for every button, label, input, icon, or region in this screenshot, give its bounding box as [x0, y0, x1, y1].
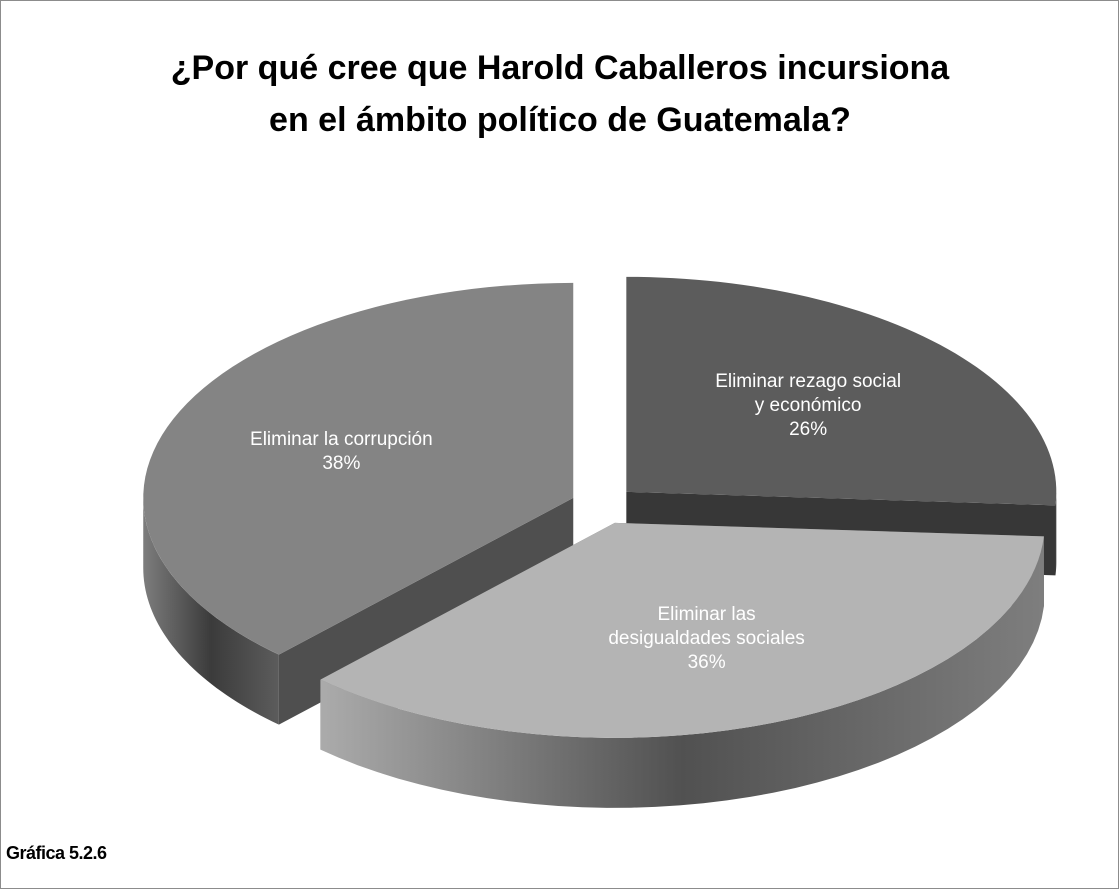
data-label: Eliminar las desigualdades sociales 36%	[607, 603, 807, 675]
chart-title: ¿Por qué cree que Harold Caballeros incu…	[170, 49, 950, 139]
slice-wall	[143, 497, 279, 725]
slice-top	[320, 522, 1044, 738]
value-label: 38%	[322, 453, 361, 475]
slice-wall	[1055, 491, 1057, 576]
slice-top	[626, 276, 1057, 506]
category-label: Eliminar rezago social y económico	[715, 371, 902, 417]
data-label: Eliminar rezago social y económico 26%	[708, 370, 908, 442]
category-label: Eliminar la corrupción	[250, 429, 433, 451]
value-label: 26%	[789, 419, 828, 441]
data-label: Eliminar la corrupción 38%	[241, 428, 441, 476]
slice-wall	[320, 536, 1044, 808]
caption: Gráfica 5.2.6	[6, 843, 107, 863]
slice	[320, 522, 1044, 808]
slice-top	[143, 282, 574, 655]
category-label: Eliminar las desigualdades sociales	[608, 603, 805, 649]
value-label: 36%	[687, 651, 726, 673]
